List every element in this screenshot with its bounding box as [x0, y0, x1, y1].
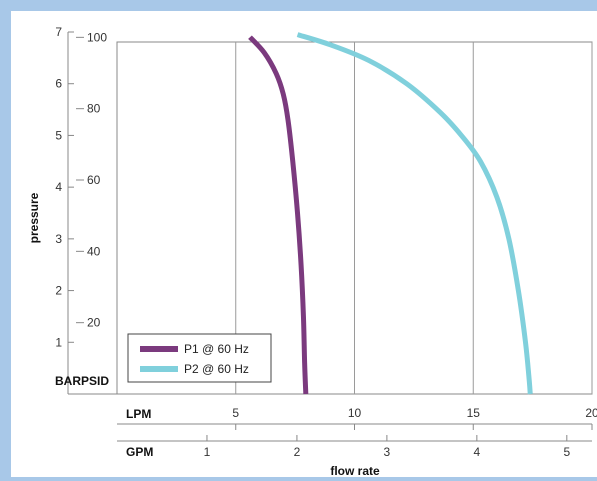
lpm-tick-label-2: 15: [467, 406, 481, 420]
gpm-tick-label-3: 4: [474, 445, 481, 459]
lpm-axis-ticks: 5 10 15 20: [232, 406, 597, 430]
gpm-tick-label-2: 3: [384, 445, 391, 459]
gpm-tick-label-0: 1: [204, 445, 211, 459]
lpm-tick-label-3: 20: [585, 406, 597, 420]
series-line-2: [296, 32, 533, 395]
bar-axis-ticks: 1 2 3 4 5 6 7: [55, 25, 74, 349]
series-line-1: [248, 35, 309, 395]
psid-tick-label-0: 20: [87, 316, 101, 330]
psid-axis-ticks: 20 40 60 80 100: [76, 30, 107, 330]
legend-box: [127, 333, 272, 383]
lpm-tick-label-0: 5: [232, 406, 239, 420]
bar-unit-label: BAR: [55, 374, 81, 388]
gpm-unit-label: GPM: [126, 445, 153, 459]
psid-tick-label-4: 100: [87, 30, 107, 44]
lpm-unit-label: LPM: [126, 407, 151, 421]
bar-tick-label-6: 7: [55, 25, 62, 39]
gpm-axis-ticks: 1 2 3 4 5: [204, 435, 570, 459]
series-layer: [248, 32, 533, 395]
bar-tick-label-0: 1: [55, 335, 62, 349]
psid-tick-label-2: 60: [87, 173, 101, 187]
bar-tick-label-5: 6: [55, 77, 62, 91]
gpm-tick-label-1: 2: [294, 445, 301, 459]
legend-label-p1: P1 @ 60 Hz: [184, 342, 249, 356]
gpm-tick-label-4: 5: [563, 445, 570, 459]
psid-tick-label-3: 80: [87, 102, 101, 116]
psid-unit-label: PSID: [81, 374, 109, 388]
bar-tick-label-3: 4: [55, 180, 62, 194]
x-axis-label: flow rate: [330, 464, 380, 478]
bar-tick-label-1: 2: [55, 284, 62, 298]
lpm-tick-label-1: 10: [348, 406, 362, 420]
bar-tick-label-2: 3: [55, 232, 62, 246]
legend-label-p2: P2 @ 60 Hz: [184, 362, 249, 376]
bar-tick-label-4: 5: [55, 128, 62, 142]
y-axis-label: pressure: [27, 192, 41, 243]
psid-tick-label-1: 40: [87, 244, 101, 258]
